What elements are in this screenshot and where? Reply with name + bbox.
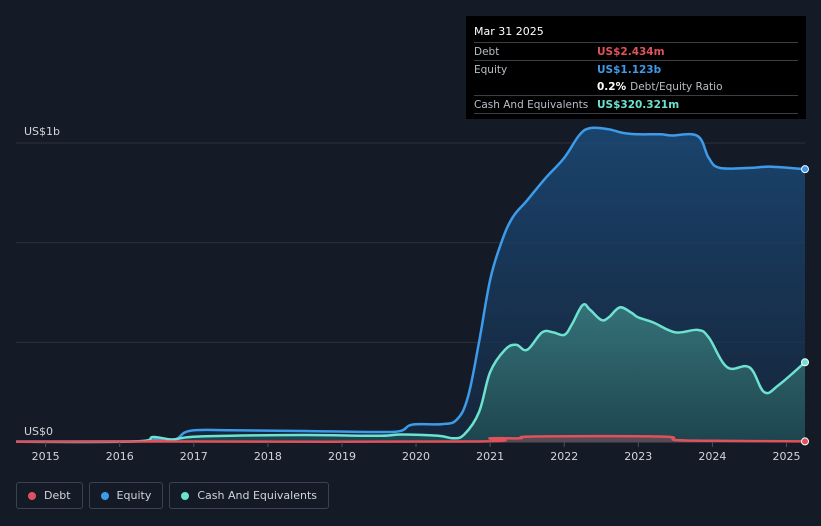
tooltip-date: Mar 31 2025 [474, 25, 544, 38]
x-tick-label-2017: 2017 [180, 450, 208, 463]
equity-line [15, 126, 806, 443]
legend-item-cash[interactable]: Cash And Equivalents [169, 482, 329, 509]
tooltip-ratio-value: 0.2% [597, 80, 627, 93]
tooltip-ratio-label: Debt/Equity Ratio [630, 80, 723, 93]
x-tick-label-2019: 2019 [328, 450, 356, 463]
legend-item-equity[interactable]: Equity [88, 482, 164, 509]
legend-debt-dot-icon [28, 491, 36, 500]
tooltip-debt-row: Debt US$2.434m [474, 42, 798, 60]
legend-cash-dot-icon [181, 491, 190, 500]
tooltip-equity-value: US$1.123b [597, 63, 662, 76]
legend-equity-dot-icon [100, 491, 109, 500]
series-lines [15, 126, 806, 444]
legend-cash-label: Cash And Equivalents [197, 489, 317, 502]
tooltip-cash-row: Cash And Equivalents US$320.321m [474, 95, 798, 114]
tooltip-cash-label: Cash And Equivalents [474, 98, 589, 111]
legend-debt-label: Debt [44, 489, 71, 502]
y-axis-zero-label: US$0 [24, 425, 53, 438]
legend-item-debt[interactable]: Debt [16, 482, 83, 509]
y-axis-top-label: US$1b [24, 125, 60, 138]
tooltip-equity-label: Equity [474, 63, 508, 76]
cash-end-marker [801, 358, 809, 367]
chart-legend: Debt Equity Cash And Equivalents [16, 482, 329, 509]
tooltip-debt-label: Debt [474, 45, 500, 58]
x-tick-label-2016: 2016 [106, 450, 134, 463]
debt-area [16, 436, 805, 442]
tooltip-equity-row: Equity US$1.123b [474, 60, 798, 78]
legend-equity-label: Equity [116, 489, 152, 502]
x-axis-ticks: 2015 2016 2017 2018 2019 2020 2021 2022 2023 2024… [32, 442, 800, 463]
data-tooltip: Mar 31 2025 Debt US$2.434m Equity US$1.1… [466, 16, 806, 119]
tooltip-debt-value: US$2.434m [597, 45, 665, 58]
x-tick-label-2015: 2015 [32, 450, 60, 463]
tooltip-ratio-row: 0.2% Debt/Equity Ratio [474, 78, 798, 95]
series-end-markers [801, 165, 809, 446]
cash-line [15, 303, 806, 444]
x-tick-label-2021: 2021 [476, 450, 504, 463]
x-tick-label-2022: 2022 [550, 450, 578, 463]
debt-end-marker [801, 437, 809, 446]
cash-area [16, 304, 805, 442]
x-tick-label-2023: 2023 [624, 450, 652, 463]
equity-end-marker [801, 165, 809, 174]
tooltip-cash-value: US$320.321m [597, 98, 680, 111]
x-tick-label-2024: 2024 [698, 450, 726, 463]
x-tick-label-2018: 2018 [254, 450, 282, 463]
x-tick-label-2020: 2020 [402, 450, 430, 463]
debt-line [15, 434, 806, 444]
x-tick-label-2025: 2025 [772, 450, 800, 463]
series-areas [16, 127, 805, 442]
